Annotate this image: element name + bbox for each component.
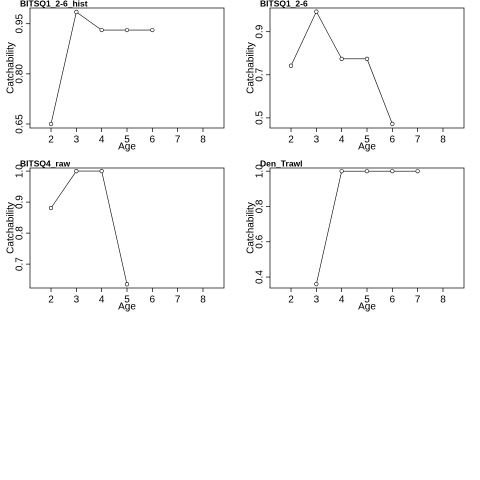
x-tick-label: 7 bbox=[415, 295, 421, 306]
y-tick-label: 0.95 bbox=[15, 14, 26, 34]
x-tick-label: 5 bbox=[124, 135, 130, 146]
y-tick-label: 0.7 bbox=[255, 67, 266, 81]
point bbox=[74, 9, 79, 15]
x-tick-label: 2 bbox=[288, 135, 294, 146]
x-tick-label: 6 bbox=[150, 295, 156, 306]
plot-frame bbox=[29, 7, 225, 129]
x-tick-label: 5 bbox=[364, 135, 370, 146]
x-tick-label: 4 bbox=[339, 135, 345, 146]
point bbox=[74, 169, 79, 174]
point bbox=[390, 121, 395, 127]
y-tick-label: 0.65 bbox=[15, 114, 26, 134]
point bbox=[415, 169, 420, 174]
x-tick-label: 2 bbox=[288, 295, 294, 306]
x-tick-label: 2 bbox=[48, 295, 54, 306]
series-line bbox=[290, 10, 393, 125]
x-tick-label: 3 bbox=[74, 135, 80, 146]
y-tick-label: 1.0 bbox=[15, 164, 26, 178]
x-axis-label: Age bbox=[118, 302, 136, 313]
point bbox=[288, 63, 294, 68]
x-axis-label: Age bbox=[358, 302, 376, 313]
y-tick-label: 0.6 bbox=[255, 234, 266, 248]
panel-title: BITSQ1_2-6 bbox=[260, 0, 308, 8]
x-tick-label: 3 bbox=[314, 295, 320, 306]
point bbox=[314, 282, 319, 287]
x-tick-label: 5 bbox=[124, 295, 130, 306]
x-tick-label: 6 bbox=[390, 295, 396, 306]
y-tick-label: 0.4 bbox=[255, 270, 266, 284]
x-tick-label: 7 bbox=[415, 135, 421, 146]
x-tick-label: 4 bbox=[99, 135, 105, 146]
y-tick-label: 0.8 bbox=[255, 199, 266, 213]
x-tick-label: 5 bbox=[364, 295, 370, 306]
x-axis-label: Age bbox=[118, 142, 136, 153]
plot-frame bbox=[29, 167, 225, 289]
y-axis-label: Catchability bbox=[6, 42, 17, 94]
x-tick-label: 7 bbox=[175, 135, 181, 146]
point bbox=[364, 56, 370, 61]
x-tick-label: 6 bbox=[150, 135, 156, 146]
x-tick-label: 3 bbox=[314, 135, 320, 146]
y-axis-label: Catchability bbox=[246, 42, 257, 94]
x-axis-label: Age bbox=[358, 142, 376, 153]
panel-title: BITSQ1_2-6_hist bbox=[20, 0, 88, 8]
x-tick-label: 8 bbox=[440, 295, 446, 306]
panel-title: Den_Trawl bbox=[260, 158, 303, 168]
point bbox=[390, 169, 395, 174]
x-tick-label: 7 bbox=[175, 295, 181, 306]
y-tick-label: 1.0 bbox=[255, 164, 266, 178]
x-tick-label: 6 bbox=[390, 135, 396, 146]
y-tick-label: 0.7 bbox=[15, 257, 26, 271]
y-axis-label: Catchability bbox=[6, 202, 17, 254]
plot-frame bbox=[269, 167, 465, 289]
point bbox=[48, 121, 54, 127]
point bbox=[364, 169, 370, 174]
x-tick-label: 8 bbox=[200, 295, 206, 306]
plot-frame bbox=[269, 7, 465, 129]
point bbox=[150, 27, 155, 33]
point bbox=[124, 27, 130, 33]
point bbox=[48, 205, 54, 211]
point bbox=[99, 27, 104, 33]
x-tick-label: 3 bbox=[74, 295, 80, 306]
point bbox=[314, 9, 319, 14]
y-tick-label: 0.9 bbox=[255, 24, 266, 38]
panel-title: BITSQ4_raw bbox=[20, 158, 70, 168]
x-tick-label: 8 bbox=[200, 135, 206, 146]
point bbox=[339, 169, 344, 174]
y-tick-label: 0.9 bbox=[15, 195, 26, 209]
x-tick-label: 8 bbox=[440, 135, 446, 146]
y-tick-label: 0.80 bbox=[15, 64, 26, 84]
x-tick-label: 4 bbox=[99, 295, 105, 306]
point bbox=[99, 169, 104, 174]
x-tick-label: 2 bbox=[48, 135, 54, 146]
point bbox=[339, 56, 344, 61]
y-tick-label: 0.8 bbox=[15, 226, 26, 240]
series-line bbox=[50, 170, 128, 285]
point bbox=[124, 282, 130, 287]
y-axis-label: Catchability bbox=[246, 202, 257, 254]
x-tick-label: 4 bbox=[339, 295, 345, 306]
y-tick-label: 0.5 bbox=[255, 110, 266, 124]
series-line bbox=[316, 170, 418, 285]
